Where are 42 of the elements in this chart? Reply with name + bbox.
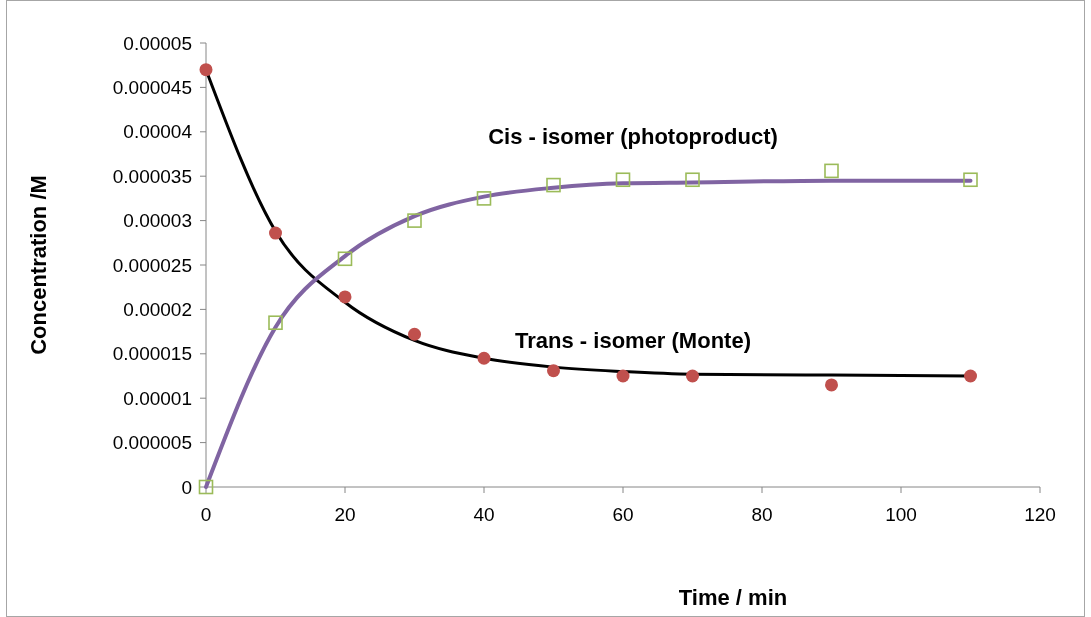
x-tick-label: 40: [473, 504, 495, 525]
point: [615, 172, 631, 188]
y-tick-label: 0.000035: [112, 165, 192, 187]
x-tick-label: 80: [751, 504, 773, 525]
y-tick-label: 0: [181, 476, 192, 498]
x-tick-label: 100: [885, 504, 917, 525]
point: [477, 351, 491, 365]
x-axis-title: Time / min: [678, 585, 788, 610]
point: [408, 327, 421, 341]
point: [964, 369, 977, 383]
point: [825, 378, 838, 392]
y-tick-label: 0.000045: [112, 77, 192, 99]
y-tick-label: 0.000015: [112, 343, 192, 365]
point: [546, 177, 561, 193]
point: [616, 369, 630, 383]
point: [963, 172, 978, 188]
series-label: Trans - isomer (Monte): [515, 328, 751, 353]
point: [338, 290, 352, 304]
point: [337, 251, 353, 267]
point: [199, 63, 213, 77]
x-tick-label: 120: [1024, 504, 1056, 525]
point: [685, 172, 700, 188]
point: [824, 163, 839, 179]
y-tick-label: 0.00002: [123, 299, 192, 321]
point: [686, 369, 699, 383]
x-tick-label: 60: [612, 504, 634, 525]
y-tick-label: 0.00003: [123, 210, 192, 232]
y-axis-title: Concentration /M: [26, 175, 51, 355]
point: [268, 315, 283, 331]
point: [407, 213, 422, 228]
point: [269, 226, 282, 240]
y-tick-label: 0.000025: [112, 254, 192, 276]
y-tick-label: 0.000005: [112, 432, 192, 454]
point: [198, 479, 214, 495]
x-tick-label: 20: [334, 504, 356, 525]
y-tick-label: 0.00005: [123, 32, 192, 54]
x-tick-label: 0: [200, 504, 212, 525]
y-tick-label: 0.00004: [123, 121, 193, 143]
series-label: Cis - isomer (photoproduct): [488, 123, 778, 149]
y-tick-label: 0.00001: [123, 387, 192, 409]
point: [547, 364, 560, 378]
point: [476, 191, 492, 206]
